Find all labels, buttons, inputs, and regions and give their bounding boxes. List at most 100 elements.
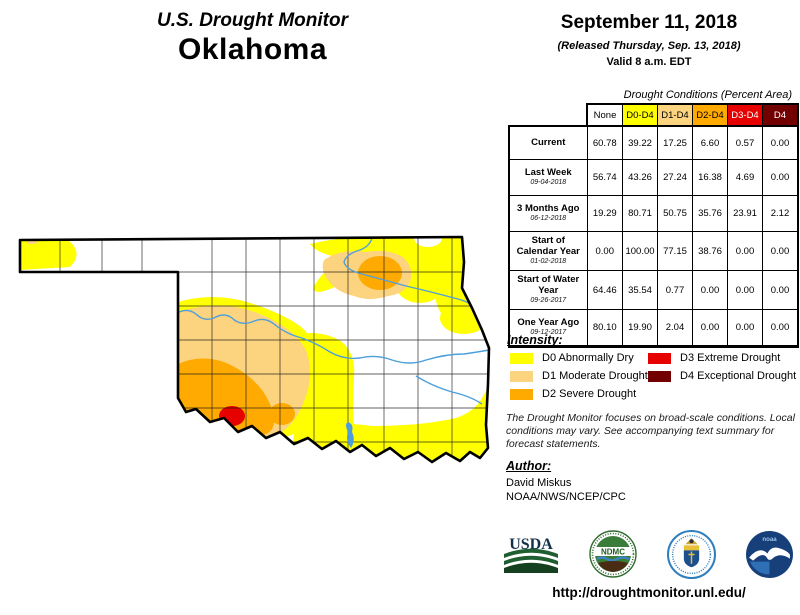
- author-org: NOAA/NWS/NCEP/CPC: [506, 491, 626, 503]
- table-cell: 60.78: [586, 125, 623, 160]
- state-outline: [18, 235, 491, 464]
- table-row: Start of Calendar Year 01-02-2018 0.00 10…: [508, 231, 799, 271]
- table-cell: 0.00: [727, 231, 763, 271]
- row-period: One Year Ago: [517, 317, 580, 329]
- d3-extreme-drought-area: [219, 406, 245, 426]
- ndmc-logo: NDMC: [589, 530, 638, 578]
- table-cell: 0.00: [586, 231, 623, 271]
- table-cell: 17.25: [657, 125, 693, 160]
- row-label: Last Week 09-04-2018: [508, 159, 588, 196]
- valid-time: Valid 8 a.m. EDT: [606, 56, 692, 68]
- d2-color-swatch: [510, 388, 533, 400]
- d1-color-swatch: [510, 370, 533, 382]
- table-cell: 100.00: [622, 231, 658, 271]
- table-cell: 0.00: [692, 270, 728, 310]
- legend-item-d1: D1 Moderate Drought: [510, 370, 648, 382]
- table-cell: 23.91: [727, 195, 763, 232]
- row-period: Current: [531, 136, 566, 148]
- legend-label: D3 Extreme Drought: [680, 352, 781, 364]
- table-cell: 43.26: [622, 159, 658, 196]
- legend-item-d0: D0 Abnormally Dry: [510, 352, 634, 364]
- table-cell: 0.00: [762, 159, 799, 196]
- table-corner-cell: [509, 104, 587, 126]
- table-cell: 27.24: [657, 159, 693, 196]
- legend-item-d4: D4 Exceptional Drought: [648, 370, 796, 382]
- table-cell: 77.15: [657, 231, 693, 271]
- legend-item-d2: D2 Severe Drought: [510, 388, 636, 400]
- table-cell: 0.00: [727, 270, 763, 310]
- row-period: Start of Calendar Year: [516, 235, 580, 257]
- legend-label: D4 Exceptional Drought: [680, 370, 797, 382]
- doc-seal-logo: [666, 529, 716, 579]
- column-header-d1-d4: D1-D4: [657, 103, 693, 127]
- table-cell: 0.00: [692, 309, 728, 348]
- usda-wordmark: USDA: [509, 536, 553, 553]
- table-cell: 0.00: [762, 231, 799, 271]
- row-date: 09-26-2017: [530, 296, 567, 304]
- oklahoma-map-svg: [18, 235, 491, 464]
- table-row: One Year Ago 09-12-2017 80.10 19.90 2.04 …: [508, 309, 799, 348]
- table-cell: 0.57: [727, 125, 763, 160]
- table-cell: 80.10: [586, 309, 623, 348]
- author-name: David Miskus: [506, 477, 572, 489]
- legend-label: D0 Abnormally Dry: [542, 352, 634, 364]
- legend-title: Intensity:: [507, 333, 563, 347]
- drought-conditions-table: None D0-D4 D1-D4 D2-D4 D3-D4 D4 Current …: [508, 103, 799, 348]
- usda-logo: USDA: [504, 536, 558, 573]
- table-cell: 6.60: [692, 125, 728, 160]
- row-period: 3 Months Ago: [517, 203, 580, 215]
- table-cell: 4.69: [727, 159, 763, 196]
- row-label: One Year Ago 09-12-2017: [508, 309, 588, 348]
- row-label: Start of Water Year 09-26-2017: [508, 270, 588, 310]
- column-header-d3-d4: D3-D4: [727, 103, 763, 127]
- county-boundaries: [59, 237, 489, 462]
- table-caption: Drought Conditions (Percent Area): [623, 89, 792, 101]
- row-date: 09-12-2017: [530, 328, 567, 336]
- issue-date: September 11, 2018: [560, 12, 738, 33]
- state-title: Oklahoma: [177, 33, 328, 66]
- row-period: Start of Water Year: [517, 274, 580, 296]
- agency-logos: USDA NDMC noaa: [500, 527, 796, 581]
- legend-label: D2 Severe Drought: [542, 388, 637, 400]
- ndmc-wordmark: NDMC: [601, 548, 625, 557]
- table-cell: 35.76: [692, 195, 728, 232]
- d0-color-swatch: [510, 352, 533, 364]
- report-title: U.S. Drought Monitor: [156, 10, 349, 31]
- row-date: 09-04-2018: [530, 178, 567, 186]
- table-cell: 0.77: [657, 270, 693, 310]
- table-cell: 35.54: [622, 270, 658, 310]
- legend-label: D1 Moderate Drought: [542, 370, 648, 382]
- table-cell: 2.12: [762, 195, 799, 232]
- table-cell: 64.46: [586, 270, 623, 310]
- table-cell: 19.29: [586, 195, 623, 232]
- table-row: Last Week 09-04-2018 56.74 43.26 27.24 16…: [508, 159, 799, 196]
- d3-color-swatch: [648, 352, 671, 364]
- row-label: 3 Months Ago 06-12-2018: [508, 195, 588, 232]
- noaa-logo: noaa: [746, 530, 793, 578]
- table-row: Start of Water Year 09-26-2017 64.46 35.5…: [508, 270, 799, 310]
- table-row: 3 Months Ago 06-12-2018 19.29 80.71 50.75…: [508, 195, 799, 232]
- row-label: Start of Calendar Year 01-02-2018: [508, 231, 588, 271]
- oklahoma-drought-map: [12, 226, 494, 476]
- table-cell: 16.38: [692, 159, 728, 196]
- row-date: 01-02-2018: [530, 257, 567, 265]
- table-header-row: None D0-D4 D1-D4 D2-D4 D3-D4 D4: [509, 103, 799, 127]
- table-cell: 0.00: [727, 309, 763, 348]
- table-cell: 80.71: [622, 195, 658, 232]
- noaa-wordmark: noaa: [762, 536, 777, 543]
- table-cell: 50.75: [657, 195, 693, 232]
- table-cell: 0.00: [762, 125, 799, 160]
- d4-color-swatch: [648, 370, 671, 382]
- table-cell: 38.76: [692, 231, 728, 271]
- table-row: Current 60.78 39.22 17.25 6.60 0.57 0.00: [508, 125, 799, 160]
- table-cell: 39.22: [622, 125, 658, 160]
- row-date: 06-12-2018: [530, 214, 567, 222]
- lake-texoma: [346, 422, 354, 448]
- table-cell: 0.00: [762, 309, 799, 348]
- author-heading: Author:: [506, 459, 552, 473]
- row-label: Current: [508, 125, 588, 160]
- release-date: (Released Thursday, Sep. 13, 2018): [557, 40, 741, 52]
- table-cell: 2.04: [657, 309, 693, 348]
- table-cell: 19.90: [622, 309, 658, 348]
